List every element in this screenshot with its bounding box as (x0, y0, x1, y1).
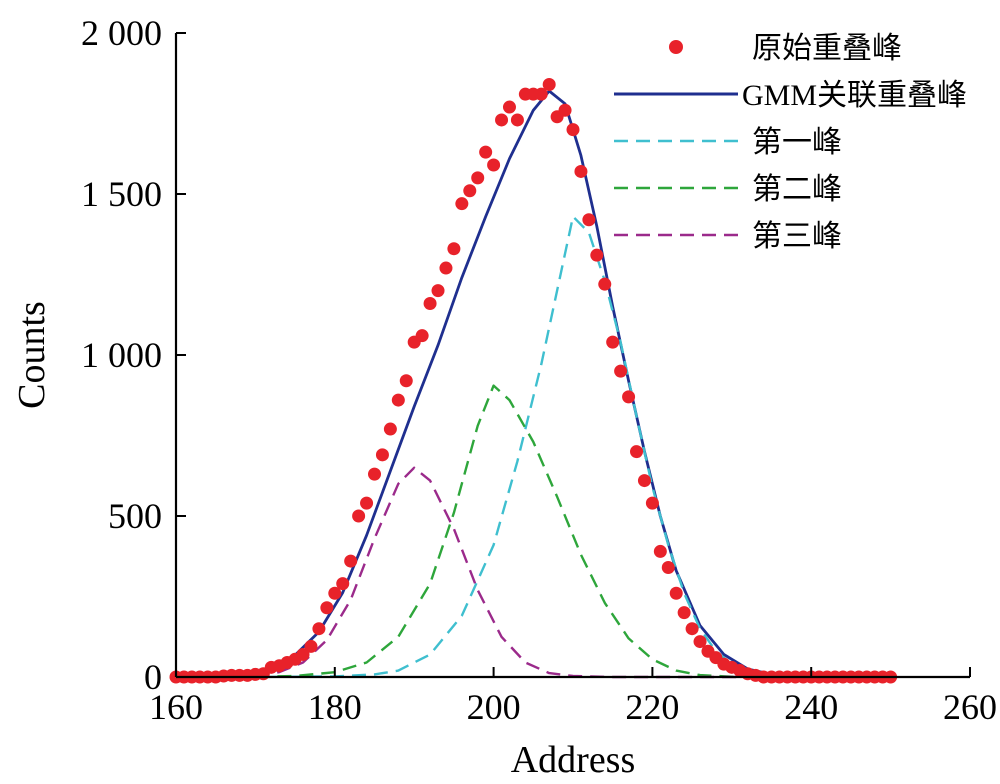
series-0-point (360, 496, 374, 510)
series-3-line (255, 384, 891, 679)
series-0-point (455, 197, 469, 211)
series-0-point (645, 496, 659, 510)
series-0-point (415, 329, 429, 343)
series-0-point (439, 261, 453, 275)
y-tick-label: 2 000 (81, 13, 162, 53)
legend-marker (669, 40, 683, 54)
series-0-point (614, 364, 628, 378)
series-0-point (304, 639, 318, 653)
series-0-point (471, 171, 485, 185)
series-0-point (487, 158, 501, 172)
series-0-point (423, 296, 437, 310)
series-0-point (566, 123, 580, 137)
series-0-point (383, 422, 397, 436)
series-0-point (352, 509, 366, 523)
y-axis-title: Counts (11, 301, 53, 409)
legend-label: 原始重叠峰 (752, 32, 902, 65)
series-0-point (368, 467, 381, 481)
series-0-point (375, 448, 389, 462)
series-0-point (391, 393, 405, 407)
x-tick-label: 160 (149, 687, 203, 727)
series-0-point (622, 390, 636, 404)
series-0-point (653, 544, 667, 558)
series-0-point (320, 601, 334, 615)
x-axis-title: Address (511, 739, 636, 781)
y-tick-label: 1 500 (81, 174, 162, 214)
series-0-point (685, 622, 699, 636)
series-0-point (344, 554, 358, 568)
x-tick-label: 220 (625, 687, 679, 727)
series-0-point (510, 113, 524, 127)
series-0-point (399, 374, 413, 388)
series-0-point (590, 248, 604, 262)
series-0-point (328, 586, 342, 600)
axes: 160 180 200 220 240 260 0 500 1 000 1 500 2 000 (81, 13, 997, 727)
series-0-point (677, 606, 691, 620)
x-tick-label: 180 (308, 687, 362, 727)
series-0-point (669, 586, 683, 600)
series-0-point (479, 145, 493, 159)
legend-label: 第三峰 (752, 220, 842, 253)
series-0-point (447, 242, 461, 256)
series-0-point (296, 647, 310, 661)
series-2-line (176, 215, 891, 679)
y-tick-label: 500 (108, 496, 162, 536)
series-0-point (693, 635, 707, 649)
series-0-point (431, 284, 445, 298)
y-tick-label: 1 000 (81, 335, 162, 375)
series-0-point (598, 277, 612, 291)
series-0-point (574, 164, 588, 178)
series-0-point (336, 577, 350, 591)
x-tick-label: 240 (784, 687, 838, 727)
series-0-point (558, 103, 572, 117)
series-0-point (502, 100, 516, 114)
y-tick-label: 0 (144, 657, 162, 697)
plot-area (169, 78, 898, 684)
series-0-point (542, 78, 556, 92)
series-0-point (582, 213, 596, 227)
legend-label: 第二峰 (752, 173, 842, 206)
series-0-point (637, 474, 651, 488)
legend-label: GMM关联重叠峰 (742, 79, 967, 112)
series-0-point (534, 87, 548, 101)
series-0-point (312, 622, 326, 636)
legend-label: 第一峰 (752, 126, 842, 159)
series-0-point (630, 445, 644, 459)
x-tick-label: 260 (943, 687, 997, 727)
series-0-point (661, 561, 675, 575)
series-0-point (606, 335, 620, 349)
series-0-point (463, 184, 477, 198)
x-tick-label: 200 (467, 687, 521, 727)
series-0-point (495, 113, 509, 127)
